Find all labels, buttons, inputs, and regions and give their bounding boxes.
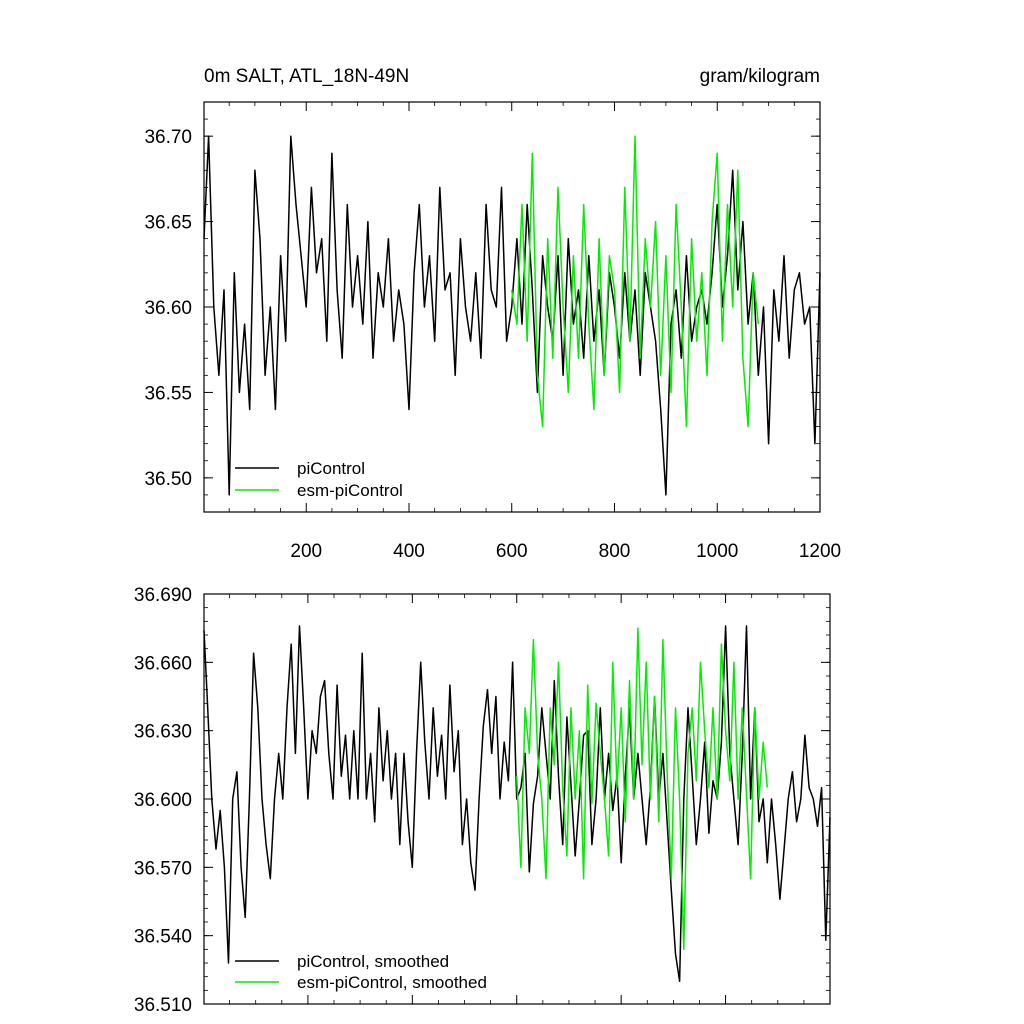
top-y-tick-label: 36.65 [144, 213, 192, 234]
bottom-y-tick-label: 36.540 [134, 927, 192, 948]
legend-label-picontrol: piControl [297, 459, 365, 478]
top-x-tick-label: 1000 [696, 541, 738, 562]
bottom-panel-frame [203, 593, 831, 1005]
bottom-y-tick-label: 36.570 [134, 858, 192, 879]
bottom-y-tick-label: 36.690 [134, 585, 192, 606]
top-panel-title-left: 0m SALT, ATL_18N-49N [204, 66, 409, 87]
top-x-tick-label: 200 [290, 541, 322, 562]
top-panel-legend: piControl esm-piControl [235, 459, 403, 500]
bottom-y-tick-label: 36.510 [134, 995, 192, 1016]
legend-label-picontrol-smoothed: piControl, smoothed [297, 952, 449, 971]
bottom-y-tick-label: 36.600 [134, 790, 192, 811]
legend-label-esm-picontrol: esm-piControl [297, 481, 403, 500]
bottom-y-tick-label: 36.630 [134, 722, 192, 743]
bottom-y-tick-label: 36.660 [134, 653, 192, 674]
top-y-tick-label: 36.70 [144, 127, 192, 148]
legend-label-esm-picontrol-smoothed: esm-piControl, smoothed [297, 973, 487, 992]
top-panel-series [203, 135, 821, 496]
top-y-tick-label: 36.50 [144, 469, 192, 490]
bottom-panel: 36.510 36.540 36.570 36.600 36.630 36.660 36.6… [134, 585, 831, 1016]
top-series-line-picontrol [203, 135, 821, 496]
top-panel-units-label: gram/kilogram [700, 66, 820, 87]
top-y-tick-label: 36.55 [144, 383, 192, 404]
top-series-line-esm-picontrol [510, 135, 760, 428]
bottom-series-line-esm-picontrol-smoothed [515, 627, 769, 951]
top-panel-ticks: 36.50 36.55 36.60 36.65 36.70 200 400 600 800 100… [144, 101, 841, 562]
top-panel: 0m SALT, ATL_18N-49N gram/kilogram 36.50… [144, 66, 841, 562]
bottom-panel-legend: piControl, smoothed esm-piControl, smoot… [235, 952, 487, 992]
top-x-tick-label: 800 [599, 541, 631, 562]
top-x-tick-label: 600 [496, 541, 528, 562]
top-x-tick-label: 1200 [799, 541, 841, 562]
top-x-tick-label: 400 [393, 541, 425, 562]
bottom-panel-series [203, 625, 831, 982]
top-y-tick-label: 36.60 [144, 298, 192, 319]
top-panel-frame [203, 101, 821, 513]
bottom-series-line-picontrol-smoothed [203, 625, 831, 982]
